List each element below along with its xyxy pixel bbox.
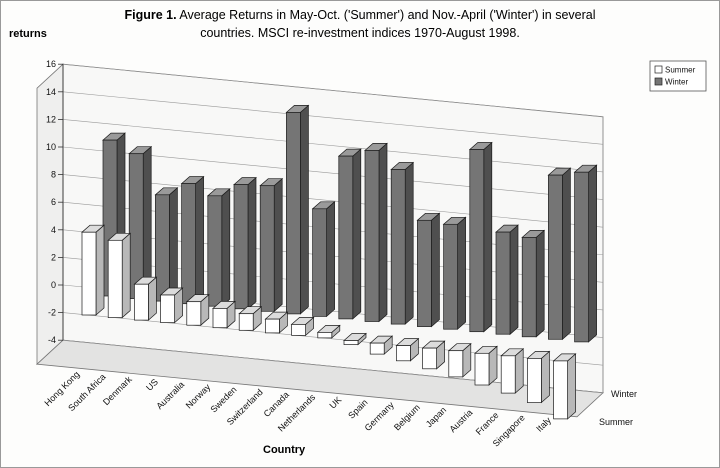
bar-summer-spain: [369, 335, 394, 355]
bar-summer-norway: [212, 300, 236, 329]
category-label-us: US: [144, 377, 160, 393]
bar-summer-south-africa: [107, 232, 132, 319]
bar-winter-japan: [468, 141, 493, 333]
gridline: [62, 174, 604, 228]
bar-summer-switzerland: [264, 311, 289, 334]
bar-winter-canada: [311, 201, 336, 318]
legend-swatch-summer: [654, 65, 663, 74]
y-tick-label: 4: [51, 225, 56, 235]
category-label-spain: Spain: [346, 397, 369, 420]
gridline: [62, 146, 604, 200]
y-tick-label: 2: [51, 252, 56, 262]
bar-summer-austria: [474, 345, 498, 386]
bar-winter-us: [180, 175, 205, 305]
bar-summer-singapore: [526, 350, 551, 404]
y-tick-label: 14: [46, 87, 56, 97]
bar-winter-switzerland: [285, 104, 310, 315]
y-tick-label: 10: [46, 142, 56, 152]
side-wall: [36, 63, 64, 366]
bar-summer-australia: [185, 293, 210, 326]
bar-winter-australia: [206, 188, 231, 307]
bar-winter-france: [521, 229, 546, 338]
y-axis-title: returns: [9, 28, 47, 40]
bar-winter-germany: [416, 212, 441, 328]
bar-summer-uk: [343, 332, 367, 346]
figure-number: Figure 1.: [124, 8, 177, 22]
x-axis-title: Country: [263, 444, 306, 456]
bar-winter-sweden: [259, 177, 284, 313]
y-tick-label: -4: [48, 335, 56, 345]
figure-title: Figure 1. Average Returns in May-Oct. ('…: [1, 7, 719, 42]
y-tick-label: 8: [51, 170, 56, 180]
y-tick-label: -2: [48, 308, 56, 318]
bar-winter-uk: [364, 142, 388, 323]
bar-winter-singapore: [547, 167, 572, 341]
bar-summer-netherlands: [316, 324, 341, 339]
y-tick-label: 6: [51, 197, 56, 207]
legend-swatch-winter: [654, 77, 663, 86]
legend-box: [649, 60, 707, 92]
category-label-uk: UK: [327, 395, 343, 411]
depth-label-winter: Winter: [611, 389, 637, 399]
bar-summer-us: [159, 287, 184, 324]
category-label-italy: Italy: [534, 415, 553, 434]
bar-winter-denmark: [154, 187, 179, 302]
bar-summer-hong-kong: [81, 224, 105, 316]
series-axis-labels: Winter Summer: [599, 389, 637, 427]
category-label-belgium: Belgium: [392, 402, 422, 432]
summer-series: [81, 224, 577, 420]
bar-summer-sweden: [238, 305, 263, 332]
bar-winter-netherlands: [337, 148, 362, 320]
figure-title-line1: Figure 1. Average Returns in May-Oct. ('…: [124, 8, 596, 22]
y-axis: -4 -2 0 2 4 6 8 10 12 14 16: [46, 59, 64, 345]
gridline: [62, 119, 604, 173]
depth-label-summer: Summer: [599, 417, 633, 427]
y-tick-label: 12: [46, 114, 56, 124]
bar-summer-italy: [552, 353, 577, 420]
bar-winter-south-africa: [128, 145, 153, 300]
bar-summer-belgium: [421, 340, 446, 370]
y-tick-label: 0: [51, 280, 56, 290]
legend-label-winter: Winter: [665, 78, 688, 87]
bar-winter-italy: [573, 164, 598, 343]
figure-title-line2: countries. MSCI re-investment indices 19…: [200, 25, 520, 40]
bar-summer-canada: [290, 316, 315, 337]
bar-winter-austria: [495, 224, 519, 336]
winter-series: [102, 104, 598, 343]
legend-label-summer: Summer: [665, 66, 696, 75]
bar-winter-norway: [233, 176, 257, 310]
category-label-france: France: [474, 410, 501, 437]
category-label-japan: Japan: [424, 405, 448, 429]
bar-winter-spain: [390, 161, 415, 325]
y-tick-label: 16: [46, 59, 56, 69]
gridline: [62, 63, 604, 118]
legend: Summer Winter: [649, 60, 707, 92]
bar-summer-japan: [447, 342, 472, 378]
bar-winter-belgium: [442, 216, 467, 330]
bar-summer-germany: [395, 337, 420, 362]
bar-summer-denmark: [133, 276, 158, 321]
category-label-austria: Austria: [448, 407, 475, 434]
bar-summer-france: [500, 348, 525, 394]
gridline: [62, 91, 604, 145]
